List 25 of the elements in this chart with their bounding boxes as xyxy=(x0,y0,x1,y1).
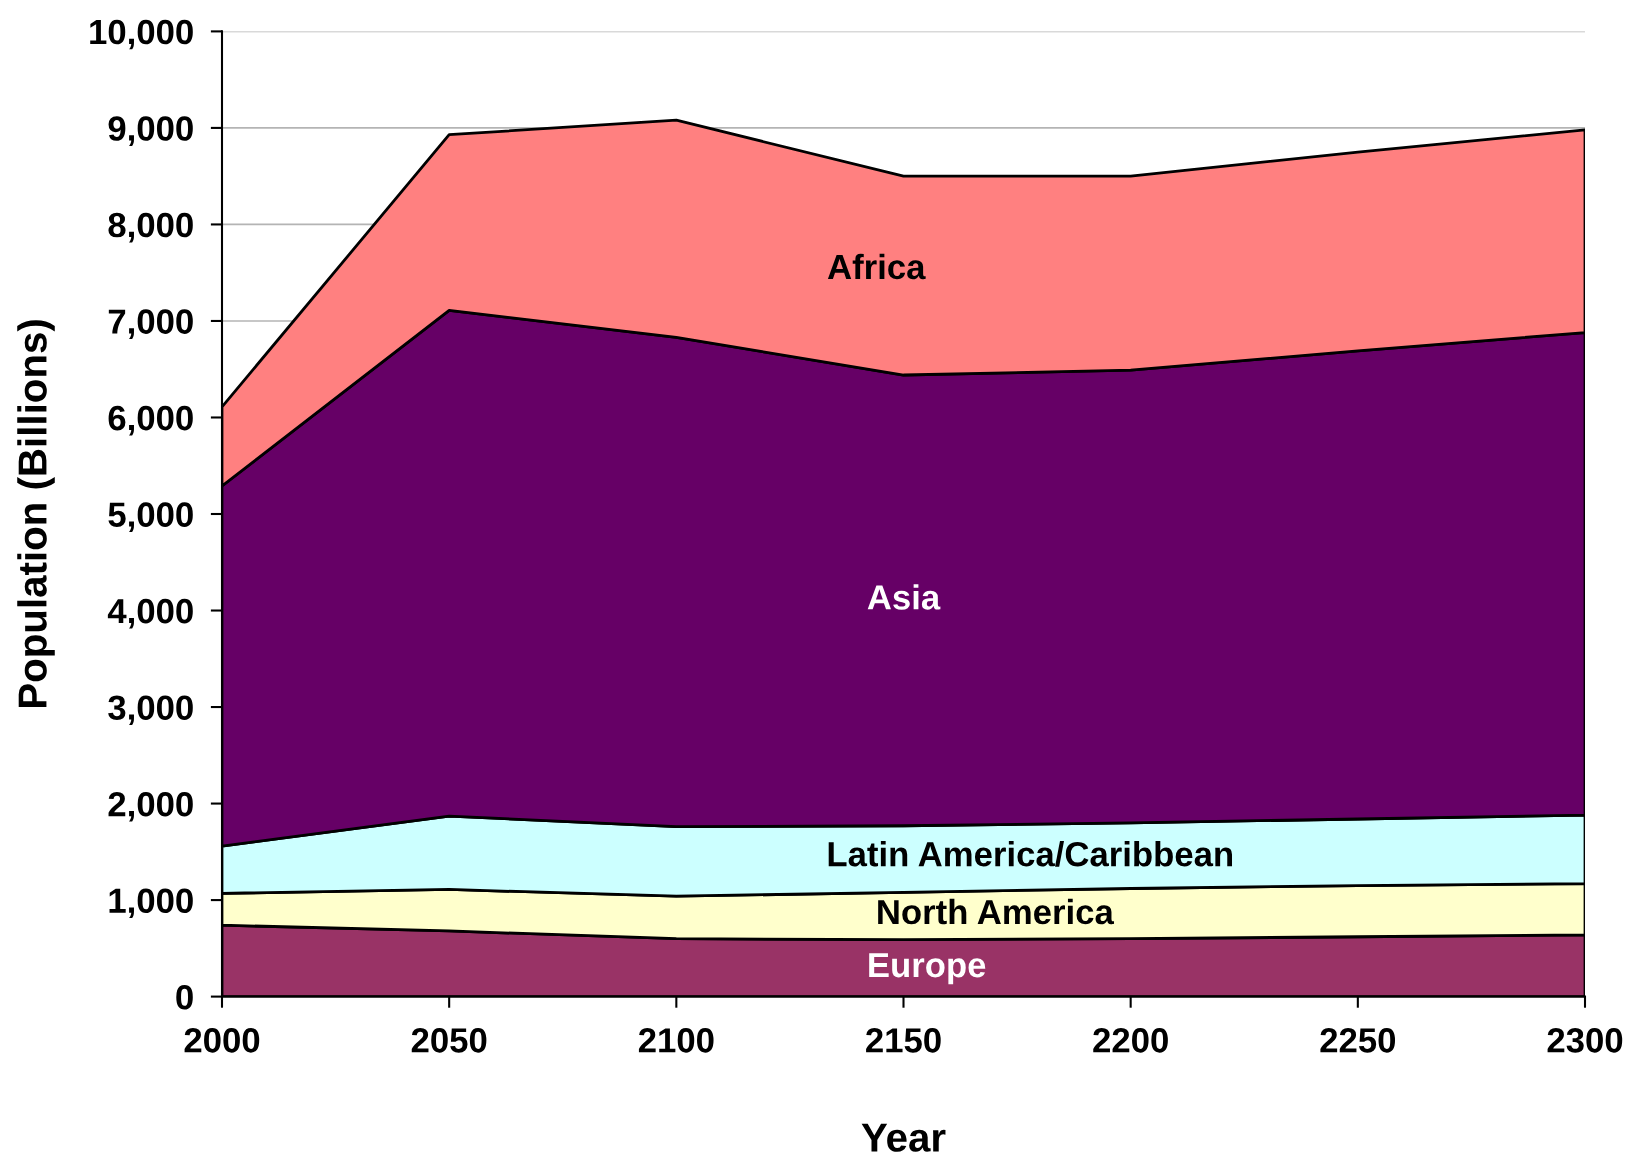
series-label: North America xyxy=(878,898,1115,925)
x-tick-label: 2150 xyxy=(866,1028,941,1053)
x-tick-label: 2050 xyxy=(411,1028,487,1053)
y-tick-label: 8,000 xyxy=(108,212,193,243)
x-tick-label: 2250 xyxy=(1320,1028,1396,1053)
y-tick-label: 5,000 xyxy=(108,502,193,532)
x-tick-label: 2200 xyxy=(1093,1028,1168,1053)
y-tick-label: 9,000 xyxy=(108,116,193,146)
series-label: Asia xyxy=(867,584,941,610)
x-tick-label: 2000 xyxy=(184,1028,260,1053)
y-tick-label: 1,000 xyxy=(109,888,193,919)
series-label: Europe xyxy=(869,953,986,985)
x-tick-label: 2100 xyxy=(638,1028,714,1053)
y-tick-label: 2,000 xyxy=(108,791,193,822)
y-tick-label: 6,000 xyxy=(108,405,193,436)
y-tick-label: 10,000 xyxy=(90,19,193,50)
series-label: Africa xyxy=(827,253,926,280)
x-tick-label: 2300 xyxy=(1547,1028,1623,1053)
series-label: Latin America/Caribbean xyxy=(828,840,1232,867)
y-tick-label: 0 xyxy=(176,984,193,1010)
y-axis-title: Population (Billions) xyxy=(17,320,55,708)
y-tick-label: 4,000 xyxy=(107,598,193,629)
y-tick-label: 3,000 xyxy=(108,695,193,725)
x-axis-title: Year xyxy=(861,1123,946,1152)
y-tick-label: 7,000 xyxy=(108,309,193,339)
